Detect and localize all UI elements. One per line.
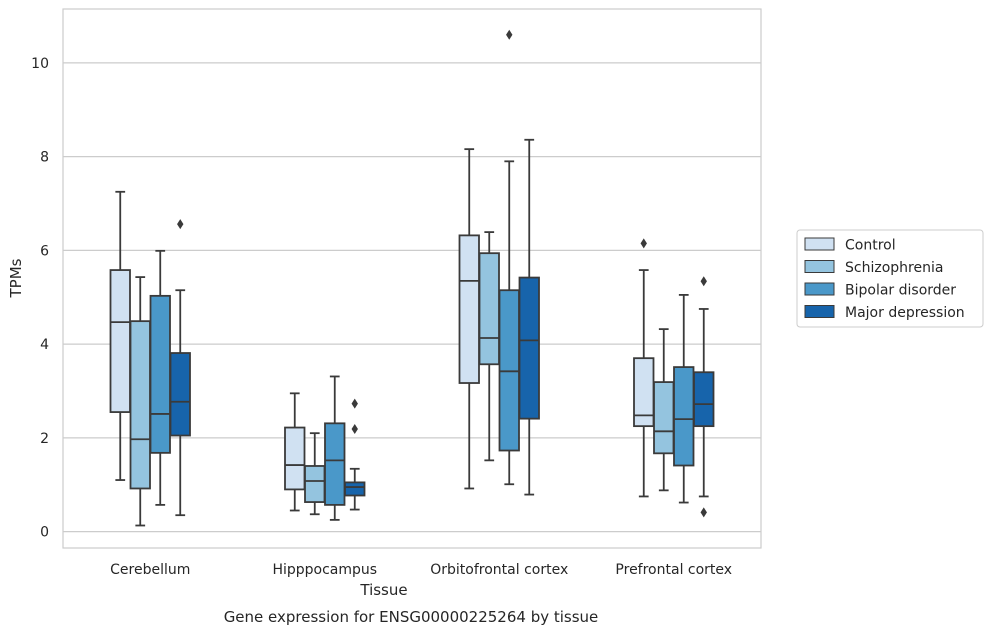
x-tick-label: Prefrontal cortex (615, 562, 732, 578)
x-tick-label: Hipppocampus (272, 562, 377, 578)
legend-label: Control (845, 238, 896, 254)
box-2-1 (324, 375, 346, 521)
box-iqr (169, 352, 191, 437)
chart-caption: Gene expression for ENSG00000225264 by t… (224, 608, 599, 626)
legend-swatch (804, 237, 835, 251)
legend-frame (796, 229, 984, 328)
box-iqr (498, 289, 520, 452)
box-iqr (478, 252, 500, 366)
box-1-3 (653, 328, 675, 492)
box-0-0 (109, 190, 131, 481)
box-iqr (129, 320, 151, 490)
outlier-marker (700, 507, 707, 518)
outlier-marker (506, 29, 513, 40)
outlier-marker (351, 398, 358, 409)
x-tick-label: Cerebellum (110, 562, 190, 578)
box-3-3 (693, 276, 715, 518)
legend-label: Major depression (845, 305, 965, 321)
box-1-2 (478, 231, 500, 462)
legend-swatch (804, 282, 835, 296)
box-1-1 (304, 432, 326, 516)
legend-label: Schizophrenia (845, 260, 943, 276)
x-tick-label: Orbitofrontal cortex (430, 562, 568, 578)
plot-frame (62, 8, 762, 549)
box-iqr (693, 371, 715, 428)
x-tick-labels: Cerebellum Hipppocampus Orbitofrontal cort… (110, 562, 732, 578)
box-iqr (284, 426, 306, 491)
x-axis-label: Tissue (359, 581, 407, 599)
box-iqr (109, 269, 131, 413)
gridlines (63, 62, 761, 533)
outlier-marker (351, 423, 358, 434)
box-2-0 (149, 249, 171, 506)
box-1-0 (129, 276, 151, 527)
box-3-0 (169, 219, 191, 517)
box-iqr (653, 381, 675, 455)
box-iqr (518, 276, 540, 420)
y-tick-label: 6 (40, 243, 49, 259)
box-2-2 (498, 29, 520, 486)
y-tick-label: 10 (31, 56, 49, 72)
boxes (109, 29, 715, 527)
box-iqr (673, 366, 695, 467)
box-0-1 (284, 392, 306, 512)
box-iqr (149, 294, 171, 454)
box-2-3 (673, 294, 695, 504)
box-iqr (344, 481, 366, 497)
y-tick-label: 4 (40, 337, 49, 353)
box-3-1 (344, 398, 366, 511)
y-tick-label: 2 (40, 431, 49, 447)
outlier-marker (177, 219, 184, 230)
outlier-marker (640, 238, 647, 249)
outlier-marker (700, 276, 707, 287)
box-0-3 (633, 238, 655, 498)
legend-swatch (804, 260, 835, 273)
y-tick-label: 0 (40, 525, 49, 541)
box-3-2 (518, 138, 540, 496)
box-iqr (304, 465, 326, 503)
box-iqr (458, 234, 480, 384)
y-tick-label: 8 (40, 150, 49, 166)
y-tick-labels: 0 2 4 6 8 10 (31, 56, 49, 541)
legend: Control Schizophrenia Bipolar disorder Majo… (796, 229, 984, 328)
box-iqr (324, 422, 346, 506)
y-axis-label: TPMs (7, 258, 25, 298)
legend-swatch (804, 305, 835, 318)
legend-label: Bipolar disorder (845, 283, 956, 299)
box-0-2 (458, 148, 480, 490)
